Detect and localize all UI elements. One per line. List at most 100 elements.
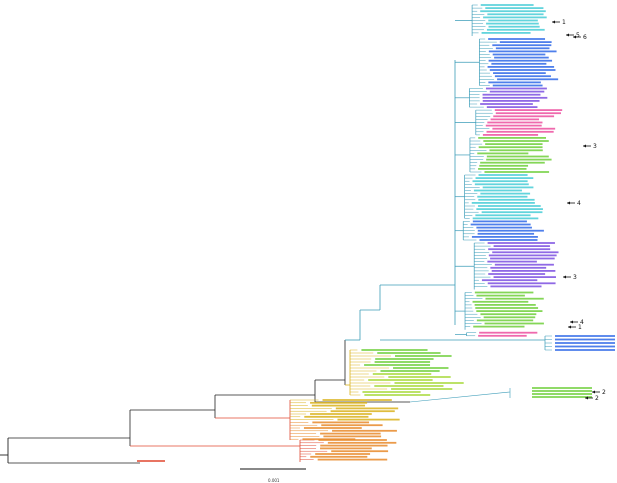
leaf-label-text xyxy=(480,161,545,164)
leaf-label-text xyxy=(494,56,549,59)
leaf-label-text xyxy=(492,127,556,130)
marker-label: 1 xyxy=(562,19,566,26)
leaf-label-text xyxy=(555,342,615,344)
marker-arrow: 3 xyxy=(583,143,597,150)
leaf-label-text xyxy=(486,130,554,133)
leaf-label-text xyxy=(320,444,388,447)
leaf-label-text xyxy=(303,427,362,429)
leaf-label-text xyxy=(482,186,534,189)
leaf-label-text xyxy=(322,399,392,401)
leaf-label-text xyxy=(323,435,382,438)
leaf-label-text xyxy=(499,41,552,43)
leaf-label-text xyxy=(482,96,548,99)
leaf-label-text xyxy=(487,66,555,68)
marker-label: 2 xyxy=(602,389,606,396)
leaf-label-text xyxy=(478,146,543,149)
leaf-label-text xyxy=(304,415,369,418)
leaf-label-text xyxy=(330,410,395,413)
leaf-label-text xyxy=(488,19,538,22)
leaf-label-text xyxy=(391,388,453,390)
leaf-label-text xyxy=(482,100,540,102)
leaf-label-text xyxy=(364,394,431,396)
leaf-label-text xyxy=(488,50,557,53)
leaf-label-text xyxy=(310,455,368,458)
leaf-label-text xyxy=(492,53,546,56)
marker-arrow-head xyxy=(567,201,570,205)
leaf-label-text xyxy=(490,257,555,260)
leaf-label-text xyxy=(493,245,550,247)
leaf-label-text xyxy=(478,137,547,139)
leaf-label-text xyxy=(479,331,538,334)
leaf-label-text xyxy=(318,439,387,441)
leaf-label-text xyxy=(555,338,615,341)
marker-label: 2 xyxy=(595,395,599,402)
leaf-label-text xyxy=(479,239,538,241)
leaf-label-text xyxy=(477,229,544,232)
leaf-label-text xyxy=(476,319,534,322)
marker-label: 3 xyxy=(593,143,597,150)
leaf-label-text xyxy=(374,361,431,363)
marker-arrow-head xyxy=(568,325,571,329)
leaf-label-text xyxy=(317,458,388,461)
leaf-label-text xyxy=(489,149,543,152)
leaf-label-text xyxy=(475,214,531,217)
leaf-label-text xyxy=(477,205,541,207)
leaf-label-text xyxy=(482,134,539,136)
leaf-label-text xyxy=(485,7,544,9)
marker-arrow-head xyxy=(583,144,586,148)
leaf-label-text xyxy=(311,404,366,407)
leaf-label-text xyxy=(310,401,368,404)
leaf-label-text xyxy=(485,297,544,300)
marker-arrow: 2 xyxy=(585,395,599,402)
leaf-label-text xyxy=(555,345,615,348)
marker-label: 6 xyxy=(583,34,587,41)
leaf-label-text xyxy=(361,349,428,351)
leaf-label-text xyxy=(471,236,538,238)
marker-label: 1 xyxy=(578,324,582,331)
leaf-label-text xyxy=(485,143,543,145)
leaf-label-text xyxy=(487,242,555,244)
leaf-label-text xyxy=(478,168,527,170)
leaf-label-text xyxy=(337,418,400,421)
leaf-label-text xyxy=(364,364,431,366)
leaf-label-text xyxy=(474,183,529,186)
leaf-label-text xyxy=(388,376,451,378)
leaf-label-text xyxy=(476,310,543,312)
leaf-label-text xyxy=(477,195,528,198)
leaf-label-text xyxy=(331,450,389,453)
leaf-label-text xyxy=(474,304,536,306)
leaf-label-text xyxy=(480,313,537,316)
leaf-label-text xyxy=(486,158,552,161)
leaf-labels xyxy=(137,4,615,462)
leaf-label-text xyxy=(480,192,531,195)
marker-arrow: 2 xyxy=(592,389,606,396)
leaf-label-text xyxy=(532,393,592,395)
marker-arrow-head xyxy=(563,275,566,279)
leaf-label-text xyxy=(486,22,539,25)
leaf-label-text xyxy=(486,28,545,31)
leaf-label-text xyxy=(488,248,551,251)
leaf-label-text xyxy=(487,282,556,285)
scale-bar: 0.001 xyxy=(240,468,306,483)
leaf-label-text xyxy=(472,180,528,183)
leaf-label-text xyxy=(372,373,432,375)
leaf-label-text xyxy=(490,285,542,288)
leaf-label-text xyxy=(481,279,538,282)
leaf-label-text xyxy=(488,59,553,62)
leaf-label-text xyxy=(480,4,534,6)
leaf-label-text xyxy=(486,155,549,158)
leaf-label-text xyxy=(482,93,541,96)
marker-label: 3 xyxy=(573,274,577,281)
tree-branches xyxy=(0,4,552,464)
leaf-label-text xyxy=(491,270,556,272)
leaf-label-text xyxy=(471,202,535,204)
leaf-label-text xyxy=(489,69,556,71)
leaf-label-text xyxy=(477,232,535,235)
marker-arrow: 6 xyxy=(573,34,587,41)
marker-arrow-head xyxy=(573,35,576,39)
marker-label: 4 xyxy=(577,200,581,207)
leaf-label-text xyxy=(327,441,397,444)
leaf-label-text xyxy=(472,300,529,303)
leaf-label-text xyxy=(320,432,381,435)
